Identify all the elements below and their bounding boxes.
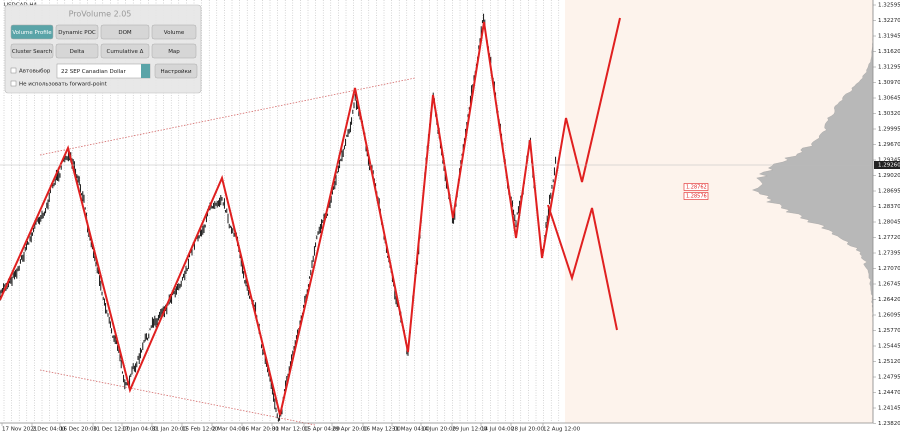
instrument-text: 22 SEP Canadian Dollar	[61, 69, 126, 75]
panel-button[interactable]	[55, 43, 99, 59]
time-label: 28 Jul 20:00	[511, 427, 544, 433]
time-label: 31 Dec 12:00	[93, 427, 130, 433]
time-label: 16 Dec 20:00	[60, 427, 97, 433]
level-label: 1.28762	[686, 185, 707, 191]
auto-select-label: Автовыбор	[19, 69, 51, 75]
price-label: 1.30320	[878, 111, 900, 117]
price-label: 1.29995	[878, 127, 900, 133]
axes: 1.32595 1.32270 1.31945 1.31620 1.31295 1.309…	[1, 3, 900, 433]
price-label: 1.24470	[878, 390, 900, 396]
panel-button[interactable]	[151, 43, 197, 59]
panel-button[interactable]	[55, 24, 99, 40]
price-label: 1.24795	[878, 375, 900, 381]
level-label: 1.28576	[686, 194, 707, 200]
select-arrow[interactable]	[141, 64, 150, 78]
button-label: Volume	[164, 30, 185, 36]
panel-button[interactable]	[100, 43, 150, 59]
buttons: Volume Profile Dynamic POC DOM Volume Cluste…	[10, 24, 197, 59]
time-label: 14 Jul 04:00	[481, 427, 514, 433]
zigzag-alt	[547, 204, 618, 331]
zigzag-wave	[0, 17, 621, 416]
button-label: Volume Profile	[12, 30, 52, 36]
checkbox[interactable]	[10, 67, 17, 74]
price-label: 1.26095	[878, 313, 900, 319]
forward-point-label: Не использовать forward-point	[19, 82, 108, 88]
price-label: 1.27720	[878, 235, 900, 241]
button-label: Map	[168, 49, 180, 55]
price-label: 1.27395	[878, 251, 900, 257]
price-label: 1.28695	[878, 189, 900, 195]
price-label: 1.26745	[878, 282, 900, 288]
panel-button[interactable]	[10, 24, 54, 40]
price-label: 1.27070	[878, 266, 900, 272]
time-label: 29 Jun 12:00	[452, 427, 487, 433]
time-label: 2 Dec 04:00	[32, 427, 66, 433]
current-price: 1.29260	[878, 163, 900, 169]
panel-button[interactable]	[151, 24, 197, 40]
button-label: Cumulative Δ	[107, 49, 144, 55]
level-box	[683, 192, 709, 200]
settings-button[interactable]	[154, 63, 198, 79]
price-label: 1.31620	[878, 49, 900, 55]
time-label: 14 Jun 20:00	[421, 427, 456, 433]
panel-button[interactable]	[100, 24, 150, 40]
price-label: 1.25770	[878, 328, 900, 334]
button-label: Cluster Search	[12, 49, 53, 55]
time-label: 16 May 12:00	[363, 427, 401, 433]
time-label: 29 Apr 20:00	[332, 427, 368, 433]
price-label: 1.23820	[878, 421, 900, 427]
time-label: 31 Jan 20:00	[152, 427, 187, 433]
level-box	[683, 183, 709, 191]
button-label: DOM	[118, 30, 132, 36]
price-label: 1.26420	[878, 297, 900, 303]
time-label: 31 May 04:00	[392, 427, 430, 433]
time-label: 15 Apr 04:00	[304, 427, 340, 433]
time-label: 31 Mar 12:00	[272, 427, 309, 433]
time-label: 17 Nov 2021	[2, 427, 37, 433]
price-label: 1.32595	[878, 3, 900, 9]
current-price-box	[874, 161, 900, 169]
price-label: 1.28045	[878, 220, 900, 226]
time-label: 17 Jan 04:00	[122, 427, 157, 433]
button-label: Delta	[70, 49, 85, 55]
price-label: 1.29345	[878, 158, 900, 164]
time-label: 12 Aug 12:00	[543, 427, 581, 433]
price-label: 1.25445	[878, 344, 900, 350]
price-label: 1.29020	[878, 173, 900, 179]
checkbox[interactable]	[10, 80, 17, 87]
channel-top	[39, 77, 416, 156]
time-label: 16 Mar 20:00	[242, 427, 279, 433]
settings-label: Настройки	[160, 68, 191, 75]
price-label: 1.29670	[878, 142, 900, 148]
price-label: 1.28370	[878, 204, 900, 210]
price-label: 1.31945	[878, 34, 900, 40]
provolume-panel: ProVolume 2.05 Volume Profile Dynamic POC…	[4, 4, 202, 94]
panel-button[interactable]	[10, 43, 54, 59]
price-label: 1.30645	[878, 96, 900, 102]
price-label: 1.32270	[878, 18, 900, 24]
price-label: 1.24145	[878, 406, 900, 412]
time-label: 15 Feb 12:00	[182, 427, 219, 433]
price-label: 1.31295	[878, 65, 900, 71]
price-label: 1.25120	[878, 359, 900, 365]
panel-title: ProVolume 2.05	[69, 10, 132, 19]
price-label: 1.30970	[878, 80, 900, 86]
time-label: 2 Mar 04:00	[212, 427, 246, 433]
button-label: Dynamic POC	[58, 30, 96, 36]
